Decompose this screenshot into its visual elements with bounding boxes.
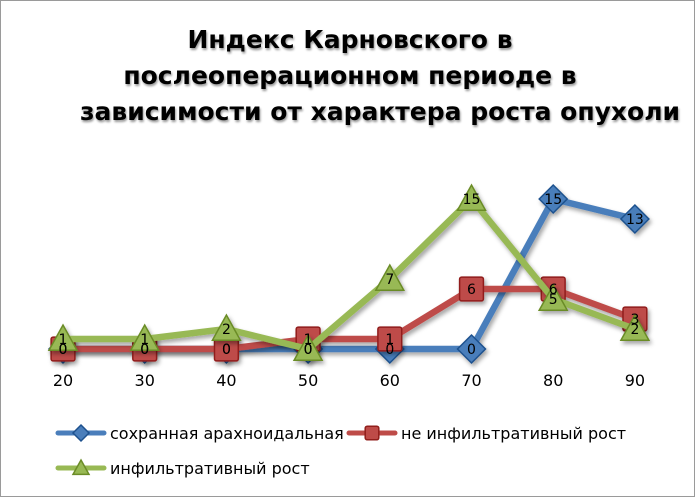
data-label: 0 [467,342,476,358]
series-layer [47,183,651,365]
x-tick-label: 60 [380,371,400,390]
chart-title: Индекс Карновского в послеоперационном п… [80,22,681,130]
data-point [456,183,487,211]
x-axis: 20 30 40 50 60 70 80 90 [53,371,645,390]
data-label: 6 [467,282,476,298]
series-line [59,195,639,353]
legend-item-1: сохранная арахноидальная [55,423,344,443]
data-label: 5 [549,292,558,308]
data-label: 6 [549,282,558,298]
data-point [537,283,569,311]
legend-label: инфильтративный рост [110,459,310,478]
data-point [47,323,79,351]
data-label: 2 [630,322,639,338]
data-point [619,313,651,341]
data-label: 0 [304,342,313,358]
data-label: 0 [59,342,68,358]
data-label: 1 [385,332,394,348]
data-point [211,313,242,341]
data-label: 2 [222,322,231,338]
chart-title-line-3: зависимости от характера роста опухоли [80,97,681,126]
data-point [377,326,403,352]
series-line [59,195,639,353]
data-point [619,203,650,235]
data-label: 1 [59,332,68,348]
legend-item-2: не инфильтративный рост [346,424,626,443]
legend-item-3: инфильтративный рост [55,458,310,478]
data-point [374,263,406,291]
x-tick-label: 20 [53,371,73,390]
legend-label: сохранная арахноидальная [110,424,344,443]
data-label: 7 [385,272,394,288]
x-tick-label: 80 [543,371,563,390]
series-3 [47,183,651,361]
x-tick-label: 40 [216,371,236,390]
data-label: 13 [626,212,644,228]
legend-label: не инфильтративный рост [401,424,626,443]
legend-marker [71,423,91,443]
x-tick-label: 70 [461,371,481,390]
legend: сохранная арахноидальная не инфильтративн… [55,423,626,478]
legend-marker [364,425,380,441]
x-tick-label: 90 [625,371,645,390]
data-point [292,333,324,361]
chart-title-line-2: послеоперационном периоде в [123,61,577,90]
data-label: 1 [304,332,313,348]
data-label: 0 [222,342,231,358]
data-label: 0 [385,342,394,358]
data-label: 0 [140,342,149,358]
data-label: 0 [59,342,68,358]
data-label: 15 [463,192,481,208]
data-label: 0 [304,342,313,358]
data-label: 0 [140,342,149,358]
legend-marker [71,458,91,476]
data-label: 3 [630,312,639,328]
chart-title-line-1: Индекс Карновского в [187,25,513,54]
x-tick-label: 50 [298,371,318,390]
data-label: 0 [222,342,231,358]
data-label: 15 [544,192,562,208]
data-point [129,323,160,351]
data-point [538,183,569,215]
x-tick-label: 30 [135,371,155,390]
data-point [456,333,487,365]
data-label: 1 [140,332,149,348]
data-point [458,276,485,302]
